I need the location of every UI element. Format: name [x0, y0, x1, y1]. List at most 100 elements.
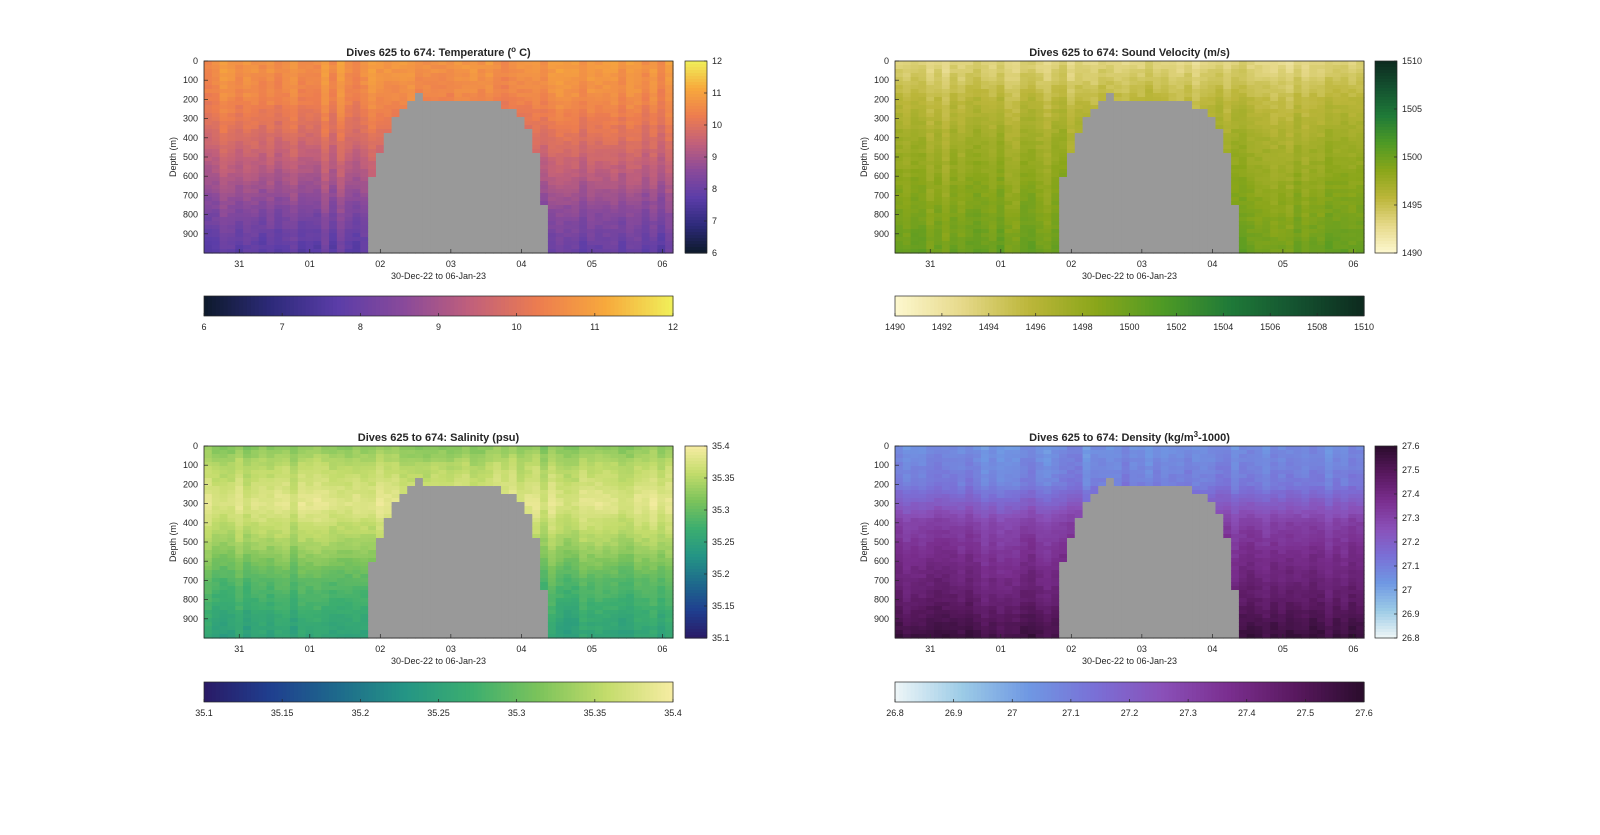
- heatmap-cell: [942, 233, 950, 238]
- heatmap-cell: [1122, 233, 1130, 238]
- heatmap-cell: [595, 165, 603, 170]
- heatmap-cell: [251, 161, 259, 166]
- heatmap-cell: [1083, 221, 1091, 226]
- heatmap-cell: [485, 145, 493, 150]
- heatmap-cell: [399, 89, 407, 94]
- heatmap-cell: [1161, 161, 1169, 166]
- heatmap-cell: [345, 217, 353, 222]
- heatmap-cell: [368, 93, 376, 98]
- heatmap-cell: [903, 113, 911, 118]
- heatmap-cell: [564, 93, 572, 98]
- heatmap-cell: [462, 133, 470, 138]
- heatmap-cell: [212, 225, 220, 230]
- colorbar-segment: [634, 296, 639, 316]
- heatmap-cell: [895, 213, 903, 218]
- heatmap-cell: [564, 185, 572, 190]
- heatmap-cell: [540, 133, 548, 138]
- heatmap-cell: [665, 117, 673, 122]
- heatmap-cell: [345, 213, 353, 218]
- heatmap-cell: [1122, 133, 1130, 138]
- heatmap-cell: [634, 165, 642, 170]
- heatmap-cell: [911, 153, 919, 158]
- heatmap-cell: [1122, 141, 1130, 146]
- heatmap-cell: [267, 177, 275, 182]
- heatmap-cell: [579, 189, 587, 194]
- heatmap-cell: [392, 117, 400, 122]
- heatmap-cell: [524, 161, 532, 166]
- heatmap-cell: [220, 105, 228, 110]
- y-tick-label: 0: [193, 56, 198, 66]
- heatmap-cell: [579, 77, 587, 82]
- heatmap-cell: [462, 137, 470, 142]
- heatmap-cell: [470, 145, 478, 150]
- heatmap-cell: [610, 145, 618, 150]
- heatmap-cell: [251, 209, 259, 214]
- heatmap-cell: [251, 113, 259, 118]
- heatmap-cell: [958, 121, 966, 126]
- heatmap-cell: [462, 189, 470, 194]
- heatmap-cell: [227, 93, 235, 98]
- heatmap-cell: [353, 81, 361, 86]
- heatmap-cell: [204, 145, 212, 150]
- heatmap-cell: [973, 89, 981, 94]
- heatmap-cell: [407, 185, 415, 190]
- heatmap-cell: [493, 161, 501, 166]
- heatmap-cell: [1098, 197, 1106, 202]
- heatmap-cell: [439, 149, 447, 154]
- heatmap-cell: [903, 237, 911, 242]
- heatmap-cell: [524, 65, 532, 70]
- heatmap-cell: [478, 125, 486, 130]
- heatmap-cell: [368, 141, 376, 146]
- heatmap-cell: [1059, 61, 1067, 66]
- heatmap-cell: [290, 89, 298, 94]
- heatmap-cell: [665, 61, 673, 66]
- heatmap-cell: [564, 193, 572, 198]
- heatmap-cell: [579, 237, 587, 242]
- heatmap-cell: [1114, 89, 1122, 94]
- heatmap-cell: [571, 173, 579, 178]
- heatmap-cell: [267, 181, 275, 186]
- heatmap-cell: [1130, 245, 1138, 250]
- heatmap-cell: [934, 165, 942, 170]
- heatmap-cell: [267, 121, 275, 126]
- heatmap-cell: [618, 121, 626, 126]
- heatmap-cell: [1012, 165, 1020, 170]
- heatmap-cell: [501, 185, 509, 190]
- heatmap-cell: [911, 109, 919, 114]
- heatmap-cell: [353, 133, 361, 138]
- heatmap-cell: [965, 197, 973, 202]
- heatmap-cell: [618, 197, 626, 202]
- heatmap-cell: [997, 61, 1005, 66]
- heatmap-cell: [981, 73, 989, 78]
- heatmap-cell: [1145, 165, 1153, 170]
- heatmap-cell: [942, 81, 950, 86]
- heatmap-cell: [540, 61, 548, 66]
- heatmap-cell: [1075, 241, 1083, 246]
- heatmap-cell: [212, 213, 220, 218]
- heatmap-cell: [540, 145, 548, 150]
- heatmap-cell: [454, 217, 462, 222]
- colorbar-segment: [474, 296, 479, 316]
- heatmap-cell: [423, 85, 431, 90]
- heatmap-cell: [517, 69, 525, 74]
- heatmap-cell: [926, 193, 934, 198]
- heatmap-cell: [532, 225, 540, 230]
- heatmap-cell: [958, 197, 966, 202]
- heatmap-cell: [1067, 225, 1075, 230]
- heatmap-cell: [329, 205, 337, 210]
- heatmap-cell: [298, 129, 306, 134]
- heatmap-cell: [618, 245, 626, 250]
- heatmap-cell: [259, 61, 267, 66]
- heatmap-cell: [431, 201, 439, 206]
- heatmap-cell: [1137, 161, 1145, 166]
- heatmap-cell: [353, 153, 361, 158]
- heatmap-cell: [610, 105, 618, 110]
- heatmap-cell: [1028, 177, 1036, 182]
- heatmap-cell: [1137, 93, 1145, 98]
- heatmap-cell: [392, 133, 400, 138]
- heatmap-cell: [997, 209, 1005, 214]
- heatmap-cell: [579, 133, 587, 138]
- heatmap-cell: [1075, 61, 1083, 66]
- heatmap-cell: [1137, 153, 1145, 158]
- heatmap-cell: [478, 193, 486, 198]
